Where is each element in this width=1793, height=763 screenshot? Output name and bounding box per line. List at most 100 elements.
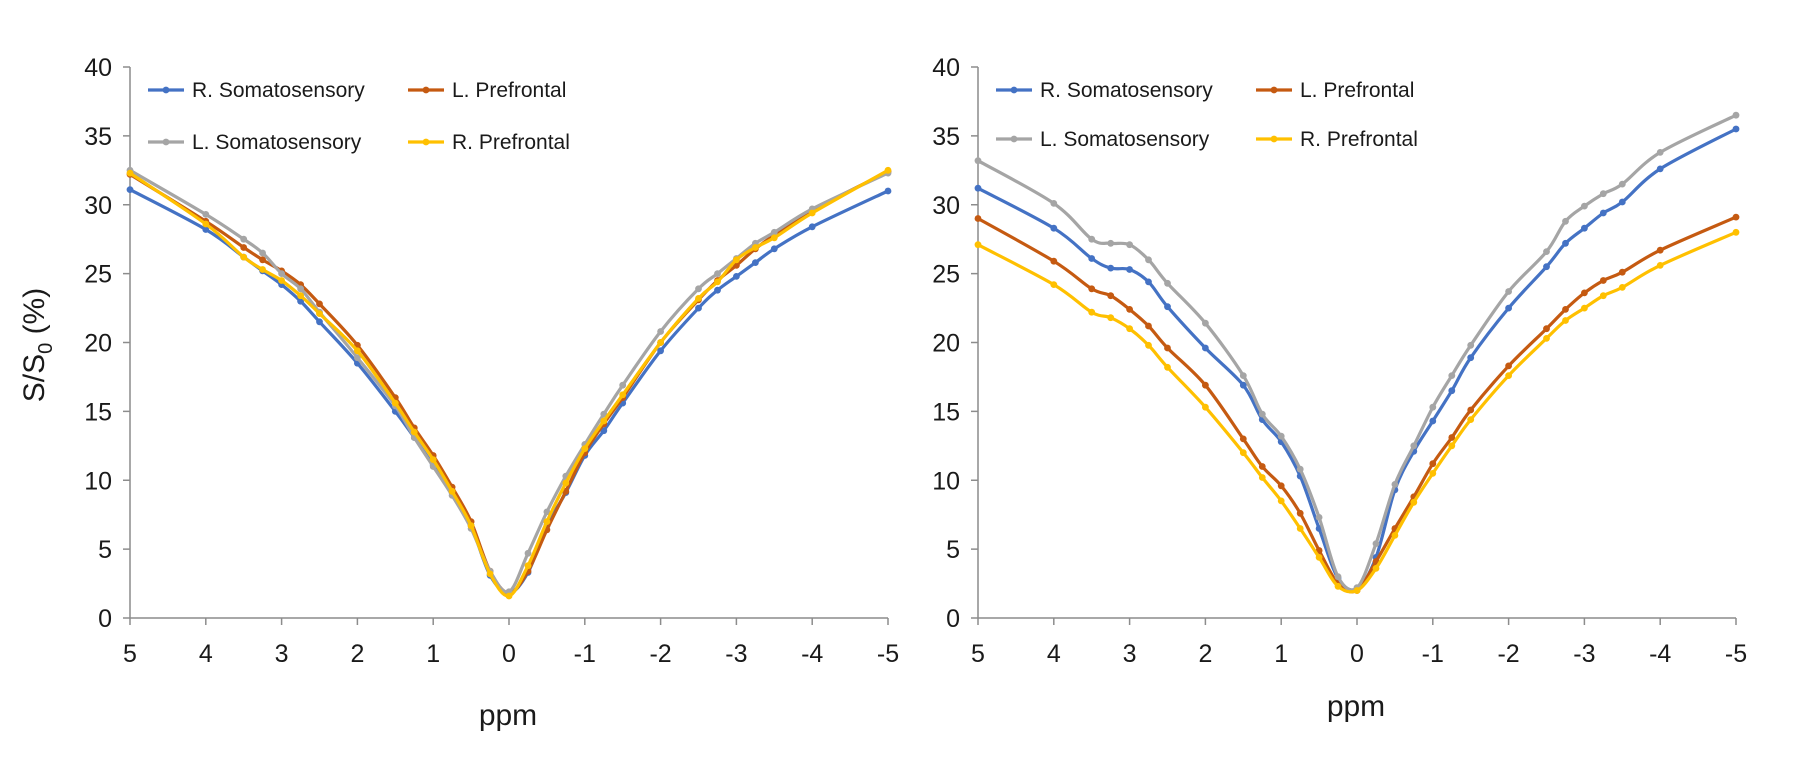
legend-marker-r-prefrontal [1270,135,1278,143]
data-point-l-somatosensory [524,549,532,557]
x-tick-label: -2 [1497,640,1519,668]
data-point-r-prefrontal [733,256,740,264]
x-tick-label: -1 [1422,640,1444,668]
data-point-r-prefrontal [562,479,570,487]
data-point-l-somatosensory [1732,111,1740,119]
data-point-r-somatosensory [1618,198,1626,206]
legend-label-r-prefrontal: R. Prefrontal [452,131,570,154]
data-point-r-prefrontal [202,220,210,228]
data-point-l-somatosensory [1334,573,1342,581]
data-point-r-prefrontal [1599,292,1607,300]
data-point-l-somatosensory [1145,256,1152,264]
data-point-l-somatosensory [1372,540,1380,547]
data-point-r-prefrontal [1239,449,1247,457]
legend-marker-r-prefrontal [422,138,430,146]
y-tick-label: 15 [84,398,112,426]
data-point-r-somatosensory [1107,264,1115,272]
data-point-r-somatosensory [1050,224,1058,232]
legend-marker-r-somatosensory [162,86,170,94]
data-point-l-somatosensory [1448,372,1456,379]
y-tick-label: 0 [946,605,960,633]
data-point-l-somatosensory [278,270,285,277]
data-point-r-prefrontal [1126,325,1133,333]
data-point-r-prefrontal [429,456,437,463]
data-point-r-prefrontal [240,253,248,261]
legend-label-r-prefrontal: R. Prefrontal [1300,128,1418,151]
data-point-l-somatosensory [1618,180,1626,188]
data-point-r-prefrontal [808,209,816,217]
data-point-l-somatosensory [202,211,210,218]
data-point-l-somatosensory [1315,514,1323,521]
x-tick-label: 0 [502,640,516,668]
data-point-r-prefrontal [714,278,721,286]
y-axis-title-main: S/S [18,354,51,402]
data-point-r-somatosensory [1145,278,1152,286]
data-point-r-prefrontal [1391,532,1399,539]
x-tick-label: -5 [877,640,899,668]
data-point-r-prefrontal [695,295,702,302]
y-tick-label: 35 [84,123,112,151]
data-point-l-prefrontal [1088,285,1096,293]
y-tick-label: 0 [98,605,112,633]
y-tick-label: 5 [98,536,112,564]
legend-marker-l-prefrontal [422,86,430,94]
data-point-l-prefrontal [240,244,248,251]
legend-marker-l-somatosensory [1010,135,1018,143]
data-point-r-prefrontal [410,428,418,436]
data-point-l-prefrontal [1581,289,1588,297]
data-point-r-somatosensory [752,259,759,266]
data-point-r-prefrontal [1448,442,1456,450]
data-point-r-prefrontal [600,417,608,425]
data-point-r-prefrontal [1296,525,1304,532]
x-tick-label: -5 [1725,640,1747,668]
data-point-l-prefrontal [1562,306,1569,313]
legend-marker-l-prefrontal [1270,86,1278,94]
data-point-r-somatosensory [770,245,778,253]
data-point-r-somatosensory [974,184,982,192]
data-point-r-prefrontal [1107,314,1115,322]
data-point-r-prefrontal [1467,416,1475,423]
data-point-r-somatosensory [733,273,740,280]
data-point-l-somatosensory [1296,465,1304,473]
data-point-r-prefrontal [1353,587,1361,594]
data-point-r-somatosensory [1599,209,1607,217]
data-point-r-somatosensory [1732,125,1740,133]
x-axis-title-left: ppm [479,699,537,732]
data-point-r-prefrontal [1277,497,1285,505]
data-point-r-somatosensory [126,186,134,194]
data-point-r-somatosensory [808,223,816,231]
data-point-l-prefrontal [1258,463,1266,470]
data-point-l-prefrontal [316,300,323,308]
data-point-r-prefrontal [524,562,532,570]
data-point-l-somatosensory [619,381,627,389]
data-point-l-somatosensory [770,228,778,236]
y-axis-title-left: S/S0 (%) [18,288,57,402]
data-point-l-somatosensory [657,328,664,335]
data-point-r-prefrontal [126,169,134,177]
y-axis-title-subscript: 0 [35,343,57,354]
x-tick-label: 0 [1350,640,1364,668]
data-point-l-somatosensory [297,285,304,293]
y-tick-label: 40 [932,54,960,82]
y-tick-label: 5 [946,536,960,564]
data-point-l-somatosensory [543,508,551,516]
data-point-r-somatosensory [695,304,702,312]
data-point-l-prefrontal [1656,246,1664,254]
legend-marker-r-somatosensory [1010,86,1018,94]
data-point-l-somatosensory [1126,241,1133,249]
data-point-r-prefrontal [657,339,664,346]
x-tick-label: 5 [971,640,985,668]
x-tick-label: -3 [1573,640,1595,668]
data-point-l-somatosensory [259,249,266,257]
data-point-l-somatosensory [1202,319,1209,327]
legend-marker-l-somatosensory [162,138,170,146]
legend-label-l-somatosensory: L. Somatosensory [192,131,362,154]
x-tick-label: 3 [275,640,289,668]
data-point-l-somatosensory [240,235,248,243]
data-point-r-somatosensory [1505,304,1512,312]
data-point-l-prefrontal [259,256,266,264]
data-point-l-somatosensory [1656,149,1664,156]
